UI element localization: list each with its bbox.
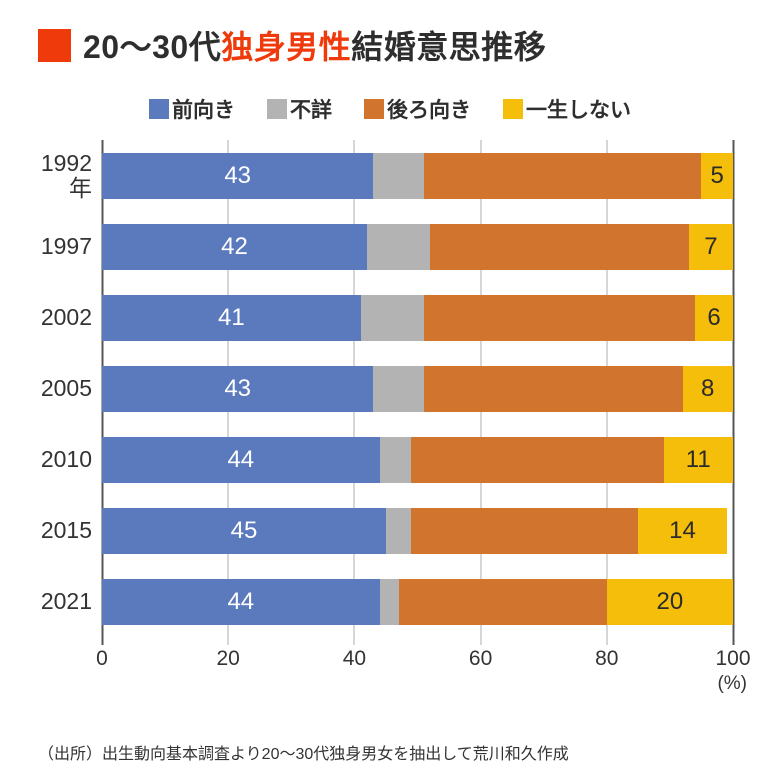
chart-title: 20〜30代独身男性結婚意思推移 — [38, 22, 780, 68]
bar-row-2015: 2015 45 14 — [0, 495, 780, 566]
bar-row-1997: 1997 42 7 — [0, 211, 780, 282]
bar-row-2021: 2021 44 20 — [0, 566, 780, 637]
bar-segment-前向き: 43 — [102, 152, 374, 199]
legend-item: 前向き — [149, 94, 235, 124]
bar-value-label: 5 — [710, 161, 724, 189]
bar-value-label: 44 — [227, 445, 255, 473]
bar-segment-後ろ向き — [398, 578, 607, 625]
bar-value-label: 41 — [218, 303, 245, 331]
category-label: 2021 — [40, 588, 92, 615]
bar-segment-後ろ向き — [423, 152, 702, 199]
legend-label: 不詳 — [290, 99, 332, 122]
bar-segment-不詳 — [367, 223, 431, 270]
x-axis: 0 20 40 60 80 100 (%) — [96, 645, 750, 694]
bar-value-label: 43 — [224, 374, 252, 402]
bar-segment-一生しない: 14 — [638, 507, 727, 554]
bar-segment-一生しない: 6 — [695, 294, 733, 341]
legend-item: 後ろ向き — [364, 94, 471, 124]
x-tick-label-100: 100 — [715, 647, 751, 670]
bar-segment-一生しない: 5 — [701, 152, 733, 199]
bar-segment-不詳 — [373, 152, 424, 199]
x-tick-label-80: 80 — [595, 647, 619, 670]
bar-segment-一生しない: 11 — [663, 436, 733, 483]
title-prefix: 20〜30代 — [83, 29, 222, 65]
bar-track: 44 20 — [102, 578, 733, 625]
title-text: 20〜30代独身男性結婚意思推移 — [83, 22, 546, 68]
x-tick-label-20: 20 — [216, 647, 240, 670]
legend-swatch — [364, 99, 384, 119]
x-tick-label-60: 60 — [468, 647, 493, 670]
bar-segment-前向き: 44 — [102, 578, 380, 625]
bar-segment-一生しない: 7 — [688, 223, 733, 270]
legend-swatch — [149, 99, 169, 119]
bar-rows: 1992 年 43 5 1997 42 7 2002 41 6 2005 43 8 2010 44 11 201… — [0, 140, 780, 637]
bar-value-label: 11 — [685, 445, 711, 473]
source-note: （出所）出生動向基本調査より20〜30代独身男女を抽出して荒川和久作成 — [38, 746, 569, 763]
x-tick-label-0: 0 — [96, 647, 108, 670]
bar-value-label: 20 — [656, 587, 684, 615]
legend-label: 後ろ向き — [387, 99, 471, 122]
x-tick-label-40: 40 — [342, 647, 367, 670]
bar-value-label: 7 — [704, 232, 718, 260]
legend-label: 一生しない — [526, 99, 631, 122]
title-bullet-square — [38, 28, 71, 62]
gridline-100 — [732, 140, 735, 645]
legend-swatch — [267, 99, 287, 119]
category-label: 2002 — [40, 304, 92, 331]
category-label: 2005 — [40, 375, 92, 402]
bar-segment-後ろ向き — [423, 365, 683, 412]
bar-segment-後ろ向き — [423, 294, 696, 341]
bar-segment-不詳 — [360, 294, 424, 341]
bar-segment-不詳 — [379, 436, 412, 483]
legend-item: 不詳 — [267, 94, 332, 124]
bar-segment-前向き: 44 — [102, 436, 380, 483]
bar-value-label: 43 — [224, 161, 252, 189]
bar-track: 41 6 — [102, 294, 733, 341]
stacked-bar-chart: 1992 年 43 5 1997 42 7 2002 41 6 2005 43 8 2010 44 11 201… — [0, 140, 780, 645]
category-label: 2015 — [40, 517, 92, 544]
bar-value-label: 45 — [230, 516, 258, 544]
bar-segment-一生しない: 20 — [606, 578, 733, 625]
legend-item: 一生しない — [503, 94, 631, 124]
legend-swatch — [503, 99, 523, 119]
bar-row-1992: 1992 年 43 5 — [0, 140, 780, 211]
category-label: 2010 — [40, 446, 92, 473]
bar-segment-前向き: 41 — [102, 294, 361, 341]
bar-segment-後ろ向き — [411, 436, 664, 483]
bar-track: 43 5 — [102, 152, 733, 199]
bar-segment-前向き: 43 — [102, 365, 374, 412]
bar-segment-不詳 — [379, 578, 399, 625]
bar-segment-不詳 — [373, 365, 424, 412]
bar-segment-前向き: 42 — [102, 223, 368, 270]
category-label: 1992 年 — [40, 149, 92, 201]
bar-value-label: 8 — [701, 374, 715, 402]
bar-track: 43 8 — [102, 365, 733, 412]
legend-label: 前向き — [172, 99, 235, 122]
bar-segment-後ろ向き — [411, 507, 639, 554]
bar-track: 42 7 — [102, 223, 733, 270]
bar-segment-一生しない: 8 — [682, 365, 733, 412]
bar-value-label: 44 — [227, 587, 255, 615]
bar-segment-前向き: 45 — [102, 507, 386, 554]
bar-row-2005: 2005 43 8 — [0, 353, 780, 424]
title-highlight: 独身男性 — [221, 29, 352, 65]
bar-track: 44 11 — [102, 436, 733, 483]
bar-row-2002: 2002 41 6 — [0, 282, 780, 353]
legend: 前向き 不詳 後ろ向き 一生しない — [0, 94, 780, 124]
category-label: 1997 — [40, 233, 92, 260]
bar-segment-後ろ向き — [430, 223, 689, 270]
bar-value-label: 14 — [669, 516, 696, 544]
bar-value-label: 6 — [707, 303, 721, 331]
bar-row-2010: 2010 44 11 — [0, 424, 780, 495]
bar-track: 45 14 — [102, 507, 733, 554]
bar-segment-不詳 — [385, 507, 412, 554]
title-suffix: 結婚意思推移 — [351, 29, 547, 65]
bar-value-label: 42 — [221, 232, 248, 260]
x-axis-unit: (%) — [717, 673, 747, 694]
